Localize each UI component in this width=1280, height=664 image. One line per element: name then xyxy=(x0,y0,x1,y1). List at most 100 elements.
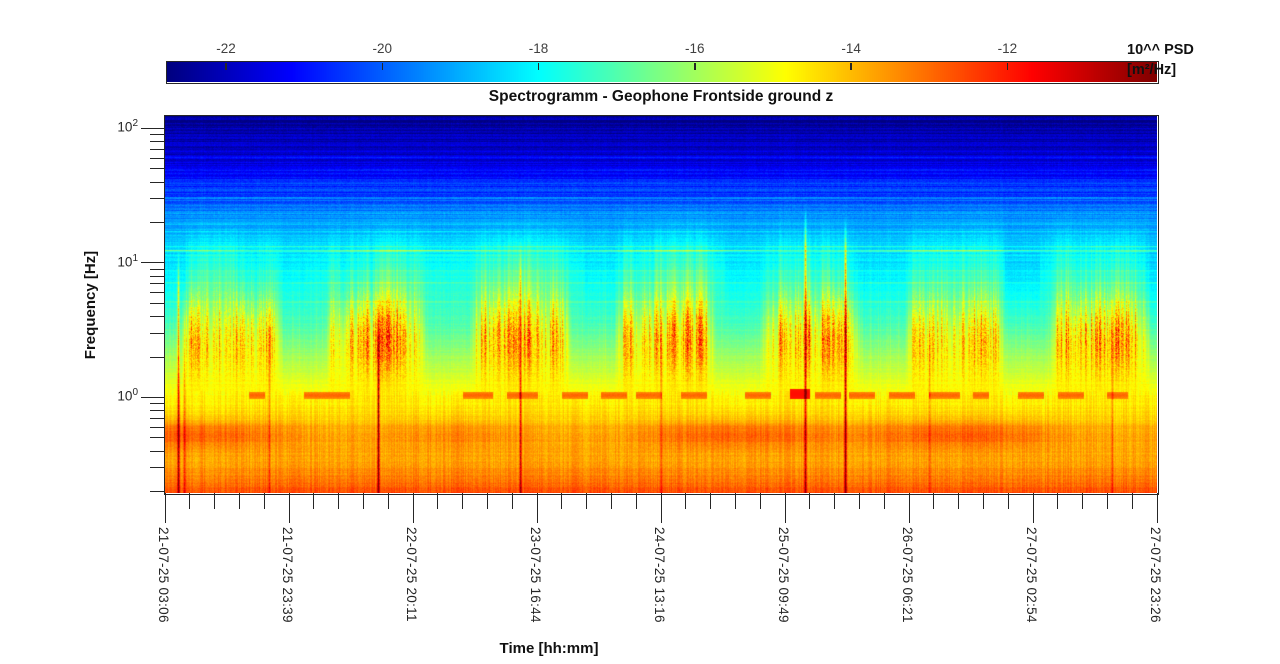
x-minor-tick xyxy=(809,493,811,509)
x-axis-label: Time [hh:mm] xyxy=(499,640,599,657)
y-tick-exponent: 0 xyxy=(132,387,138,399)
y-tick-mantissa: 10 xyxy=(117,254,133,270)
x-major-tick xyxy=(1032,493,1034,523)
y-minor-tick xyxy=(150,148,165,150)
x-minor-tick xyxy=(982,493,984,509)
x-minor-tick xyxy=(710,493,712,509)
y-minor-tick xyxy=(150,134,165,136)
y-tick-label: 101 xyxy=(88,253,138,270)
x-minor-tick xyxy=(1007,493,1009,509)
x-minor-tick xyxy=(189,493,191,509)
y-minor-tick xyxy=(150,292,165,294)
x-tick-label: 27-07-25 23:26 xyxy=(1148,527,1163,623)
y-minor-tick xyxy=(150,332,165,334)
spectrogram-image xyxy=(165,116,1157,493)
x-minor-tick xyxy=(610,493,612,509)
x-minor-tick xyxy=(958,493,960,509)
y-minor-tick xyxy=(150,181,165,183)
y-minor-tick xyxy=(150,198,165,200)
x-minor-tick xyxy=(1057,493,1059,509)
colorbar-tick-label: -18 xyxy=(528,41,549,56)
x-minor-tick xyxy=(263,493,265,509)
x-minor-tick xyxy=(635,493,637,509)
y-tick-mantissa: 10 xyxy=(117,119,133,135)
y-minor-tick xyxy=(150,316,165,318)
x-tick-label: 27-07-25 02:54 xyxy=(1024,527,1039,623)
y-tick-exponent: 2 xyxy=(132,118,138,130)
y-minor-tick xyxy=(150,403,165,405)
y-minor-tick xyxy=(150,222,165,223)
x-major-tick xyxy=(288,493,290,523)
x-minor-tick xyxy=(313,493,315,509)
colorbar-unit-line2: [m²/Hz] xyxy=(1127,62,1177,78)
colorbar-tick xyxy=(537,63,540,70)
y-minor-tick xyxy=(150,410,165,412)
colorbar-tick xyxy=(1006,63,1009,70)
colorbar-tick-label: -20 xyxy=(372,41,393,56)
y-minor-tick xyxy=(150,168,165,170)
x-minor-tick xyxy=(734,493,736,509)
colorbar-tick-label: -12 xyxy=(997,41,1018,56)
x-minor-tick xyxy=(1082,493,1084,509)
x-tick-label: 21-07-25 03:06 xyxy=(156,527,171,623)
y-minor-tick xyxy=(150,426,165,428)
colorbar-tick xyxy=(694,63,696,70)
x-minor-tick xyxy=(858,493,860,509)
x-minor-tick xyxy=(238,493,240,509)
y-tick-label: 102 xyxy=(88,118,138,135)
x-minor-tick xyxy=(1106,493,1108,509)
x-tick-label: 21-07-25 23:39 xyxy=(280,527,295,623)
x-tick-label: 23-07-25 16:44 xyxy=(528,527,543,623)
y-major-tick xyxy=(141,127,165,129)
colorbar-tick-label: -16 xyxy=(685,41,705,56)
x-major-tick xyxy=(412,493,414,523)
y-tick-label: 100 xyxy=(88,387,138,404)
x-minor-tick xyxy=(586,493,588,509)
y-minor-tick xyxy=(150,356,165,358)
x-minor-tick xyxy=(561,493,563,509)
colorbar-unit-line1: 10^^ PSD xyxy=(1127,42,1194,58)
x-minor-tick xyxy=(685,493,687,509)
x-major-tick xyxy=(784,493,786,523)
colorbar-unit-label: 10^^ PSD [m²/Hz] xyxy=(1127,40,1194,80)
y-tick-exponent: 1 xyxy=(132,252,138,264)
x-tick-label: 25-07-25 09:49 xyxy=(776,527,791,623)
x-minor-tick xyxy=(387,493,389,509)
x-tick-label: 26-07-25 06:21 xyxy=(900,527,915,623)
colorbar-tick xyxy=(381,63,384,70)
y-tick-mantissa: 10 xyxy=(117,388,133,404)
x-minor-tick xyxy=(759,493,761,509)
x-tick-label: 24-07-25 13:16 xyxy=(652,527,667,623)
y-axis-label: Frequency [Hz] xyxy=(82,250,99,360)
x-minor-tick xyxy=(834,493,836,509)
y-minor-tick xyxy=(150,467,165,469)
x-minor-tick xyxy=(437,493,439,509)
colorbar-tick-label: -14 xyxy=(841,41,861,56)
plot-title: Spectrogramm - Geophone Frontside ground… xyxy=(488,88,834,105)
x-minor-tick xyxy=(462,493,464,509)
x-minor-tick xyxy=(486,493,488,509)
y-major-tick xyxy=(141,262,165,264)
y-minor-tick xyxy=(150,450,165,452)
x-major-tick xyxy=(1156,493,1158,523)
x-minor-tick xyxy=(1131,493,1133,509)
x-minor-tick xyxy=(933,493,935,509)
colorbar-gradient xyxy=(167,62,1157,82)
x-minor-tick xyxy=(883,493,885,509)
y-minor-tick xyxy=(150,141,165,143)
y-major-tick xyxy=(141,396,165,398)
colorbar-tick xyxy=(225,63,227,70)
colorbar-tick xyxy=(850,63,852,70)
y-minor-tick xyxy=(150,275,165,277)
y-minor-tick xyxy=(150,268,165,270)
x-minor-tick xyxy=(511,493,513,509)
x-major-tick xyxy=(164,493,166,523)
y-minor-tick xyxy=(150,157,165,159)
colorbar-tick-label: -22 xyxy=(216,41,236,56)
x-minor-tick xyxy=(338,493,340,509)
y-minor-tick xyxy=(150,437,165,439)
x-minor-tick xyxy=(362,493,364,509)
x-tick-label: 22-07-25 20:11 xyxy=(404,527,419,622)
y-minor-tick xyxy=(150,283,165,285)
